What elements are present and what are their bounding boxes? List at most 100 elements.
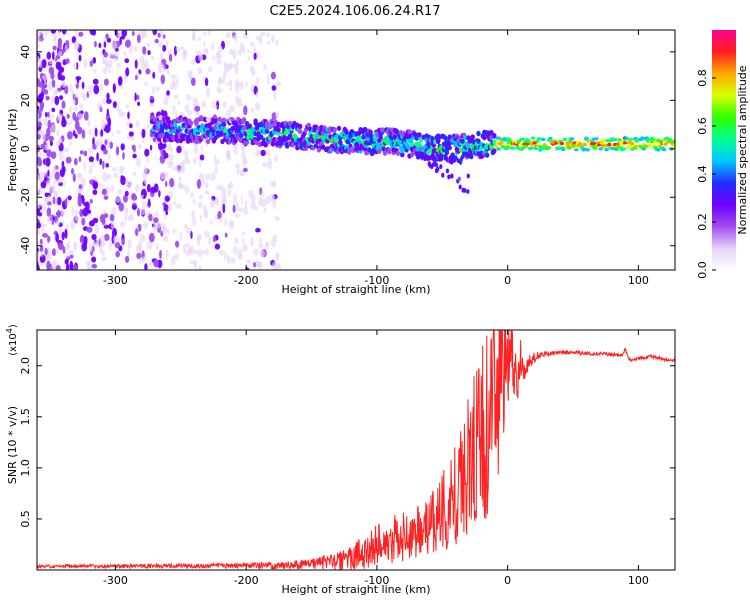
noise-speckle (149, 144, 153, 151)
signal-blob (493, 145, 498, 149)
noise-speckle (102, 172, 108, 183)
noise-speckle (88, 129, 93, 136)
signal-blob (644, 136, 649, 140)
noise-speckle (154, 38, 159, 44)
noise-speckle (222, 101, 227, 109)
noise-speckle (37, 230, 41, 236)
noise-speckle (166, 90, 170, 96)
noise-speckle (37, 158, 43, 167)
noise-speckle (209, 220, 214, 225)
noise-speckle (103, 149, 108, 155)
noise-speckle (65, 156, 72, 164)
noise-speckle (263, 207, 267, 213)
noise-speckle (157, 32, 161, 38)
noise-speckle (153, 217, 159, 224)
noise-speckle (71, 36, 77, 44)
noise-speckle (144, 148, 150, 157)
signal-blob (592, 146, 598, 150)
noise-speckle (245, 81, 248, 88)
noise-speckle (61, 30, 67, 35)
signal-blob (470, 134, 475, 140)
noise-speckle (163, 152, 169, 159)
noise-speckle (250, 194, 256, 202)
noise-speckle (42, 202, 47, 212)
noise-speckle (51, 107, 56, 113)
noise-speckle (58, 242, 64, 251)
signal-blob (287, 133, 293, 139)
noise-speckle (128, 131, 134, 137)
noise-speckle (129, 123, 133, 129)
noise-speckle (113, 235, 119, 244)
noise-speckle (175, 110, 179, 117)
noise-speckle (77, 113, 84, 120)
signal-blob (387, 147, 392, 153)
noise-speckle (176, 203, 182, 210)
snr-series-line (37, 330, 675, 570)
noise-speckle (172, 77, 176, 87)
noise-speckle (243, 157, 248, 165)
signal-blob (221, 121, 227, 127)
noise-speckle (65, 223, 69, 231)
noise-speckle (168, 154, 174, 161)
noise-speckle (52, 51, 55, 61)
noise-speckle (167, 203, 173, 214)
signal-tail-blob (466, 189, 470, 194)
noise-speckle (91, 30, 97, 36)
noise-speckle (48, 135, 54, 141)
noise-speckle (52, 45, 57, 51)
signal-blob (535, 139, 540, 143)
signal-blob (566, 145, 572, 149)
noise-speckle (206, 248, 209, 256)
noise-speckle (146, 240, 153, 250)
noise-speckle (160, 109, 164, 116)
signal-blob (270, 122, 276, 128)
noise-speckle (88, 166, 93, 175)
noise-speckle (236, 168, 240, 175)
noise-speckle (254, 206, 259, 211)
noise-speckle (73, 106, 79, 112)
noise-speckle (61, 100, 66, 109)
noise-speckle (98, 42, 102, 49)
colorbar-label: Normalized spectral amplitude (736, 65, 749, 234)
noise-speckle (164, 214, 167, 219)
noise-speckle (37, 209, 41, 216)
snr-y-label: SNR (10 * v/v) (6, 406, 19, 484)
signal-blob (529, 146, 534, 150)
signal-tail-blob (450, 155, 454, 161)
noise-speckle (57, 51, 62, 57)
noise-speckle (141, 128, 146, 139)
noise-speckle (74, 96, 79, 106)
noise-speckle (74, 215, 80, 222)
noise-speckle (51, 248, 57, 256)
signal-blob (453, 142, 458, 148)
noise-speckle (79, 210, 84, 216)
noise-speckle (149, 95, 154, 100)
snr-multiplier: (x104) (5, 324, 19, 356)
noise-speckle (100, 129, 104, 137)
noise-speckle (172, 166, 176, 172)
noise-speckle (91, 241, 98, 247)
noise-speckle (126, 121, 130, 126)
noise-speckle (120, 175, 126, 186)
noise-speckle (109, 213, 115, 222)
noise-speckle (125, 178, 129, 188)
colorbar-gradient (712, 30, 736, 270)
noise-speckle (127, 194, 132, 201)
x-tick-label: -200 (234, 574, 259, 587)
noise-speckle (61, 81, 66, 88)
noise-speckle (204, 77, 209, 87)
noise-speckle (80, 93, 85, 98)
noise-speckle (235, 202, 240, 213)
noise-speckle (222, 203, 226, 214)
noise-speckle (149, 102, 155, 108)
noise-speckle (40, 181, 47, 189)
noise-speckle (137, 143, 142, 150)
noise-speckle (65, 58, 70, 64)
noise-speckle (198, 173, 205, 181)
noise-speckle (40, 254, 46, 263)
noise-speckle (183, 149, 189, 157)
noise-speckle (263, 64, 267, 70)
noise-speckle (39, 238, 43, 245)
noise-speckle (198, 54, 204, 62)
